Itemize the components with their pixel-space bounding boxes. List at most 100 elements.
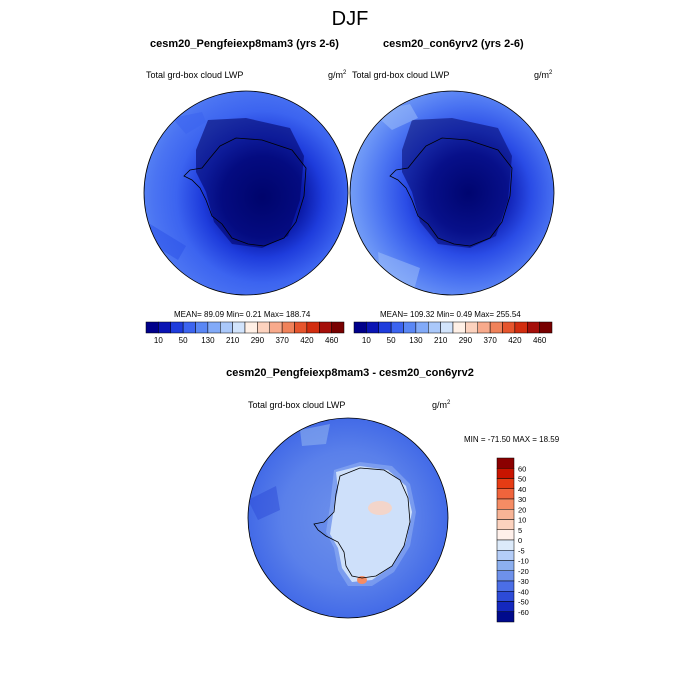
panel-2-colorbar-swatch [465,321,478,334]
panel-3-colorbar-swatch [496,580,515,592]
panel-3-colorbar-tick-label: -60 [518,608,529,617]
panel-2-units: g/m2 [534,70,553,80]
panel-2-colorbar-tick-label: 460 [533,336,547,345]
panel-2-map [349,90,555,296]
panel-1-colorbar-swatch [232,321,246,334]
panel-3-colorbar-tick-label: 20 [518,505,526,514]
panel-3-colorbar-tick-label: -50 [518,598,529,607]
panel-3-colorbar-swatch [496,570,515,582]
panel-2-colorbar-tick-label: 290 [459,336,473,345]
panel-2-colorbar-tick-label: 50 [387,336,396,345]
panel-1-colorbar-swatch [257,321,270,334]
panel-3-colorbar-swatch [496,468,515,479]
panel-1-colorbar-tick-label: 50 [179,336,188,345]
panel-2-colorbar-swatch [514,321,528,334]
panel-2-colorbar-swatch [428,321,441,334]
panel-3-stats: MIN = -71.50 MAX = 18.59 [464,435,560,444]
panel-3-colorbar-tick-label: 60 [518,464,526,473]
panel-3-colorbar-swatch [496,611,515,623]
panel-2-colorbar-swatch [403,321,417,334]
panel-1-colorbar-tick-label: 10 [154,336,163,345]
panel-2-colorbar-swatch [477,321,491,334]
panel-3-variable: Total grd-box cloud LWP [248,400,346,410]
panel-3-title: cesm20_Pengfeiexp8mam3 - cesm20_con6yrv2 [226,367,474,379]
panel-2-colorbar-tick-label: 10 [362,336,371,345]
panel-1-colorbar-swatch [195,321,209,334]
panel-2-colorbar-swatch [440,321,454,334]
panel-1-colorbar-swatch [158,321,171,334]
panel-2-colorbar-swatch [378,321,392,334]
panel-3-colorbar-swatch [496,550,515,561]
panel-1-colorbar-swatch [170,321,184,334]
panel-2-title: cesm20_con6yrv2 (yrs 2-6) [383,38,524,50]
panel-3-colorbar-tick-label: 0 [518,536,522,545]
panel-2-colorbar-tick-label: 210 [434,336,448,345]
panel-2-colorbar-swatch [527,321,540,334]
panel-3-colorbar-swatch [496,591,515,602]
panel-3-colorbar-swatch [496,560,515,571]
panel-3-antarctica-interior [330,466,412,582]
panel-1-colorbar-tick-label: 290 [251,336,265,345]
panel-2-coastline [389,137,513,247]
panel-3-colorbar-swatch [496,478,515,489]
panel-3-colorbar-tick-label: -5 [518,546,525,555]
panel-3-colorbar-swatch [496,539,515,551]
panel-2-colorbar-tick-label: 370 [483,336,497,345]
panel-3-colorbar-swatch [496,488,515,500]
panel-2-colorbar-swatch [415,321,429,334]
panel-2-colorbar-swatch [353,321,367,334]
panel-1-colorbar-swatch [319,321,332,334]
panel-1-colorbar: 10 50 130 210 290 370 420 460 [145,321,345,345]
panel-1-colorbar-tick-label: 420 [300,336,314,345]
panel-2-variable: Total grd-box cloud LWP [352,70,450,80]
panel-2-map-border [349,90,555,296]
panel-1-colorbar-swatch [269,321,283,334]
panel-3-colorbar-tick-label: -10 [518,557,529,566]
panel-3-map [247,417,449,619]
panel-2-antarctica-core [402,118,512,248]
panel-3-map-border [247,417,449,619]
panel-1-colorbar-swatch [331,321,345,334]
panel-2-colorbar: 10 50 130 210 290 370 420 460 [353,321,553,345]
panel-1-units: g/m2 [328,70,347,80]
panel-2-colorbar-swatch [390,321,404,334]
panel-1-colorbar-swatch [220,321,233,334]
panel-3-colorbar-swatch [496,519,515,530]
panel-3-colorbar-tick-label: -40 [518,587,529,596]
figure-title: DJF [331,8,369,30]
panel-3-colorbar-tick-label: 50 [518,475,526,484]
panel-1-colorbar-swatch [145,321,159,334]
panel-3-colorbar-tick-label: 40 [518,485,526,494]
panel-1-colorbar-swatch [294,321,308,334]
panel-3-colorbar-swatch [496,509,515,520]
panel-3-colorbar-tick-label: -30 [518,577,529,586]
panel-1-colorbar-swatch [207,321,221,334]
panel-2-colorbar-swatch [539,321,553,334]
panel-2-colorbar-swatch [366,321,379,334]
panel-3-colorbar-tick-label: 30 [518,495,526,504]
panel-1-colorbar-swatch [306,321,320,334]
panel-1-colorbar-swatch [244,321,258,334]
panel-3-colorbar-tick-label: -20 [518,567,529,576]
panel-1-antarctica-core [196,118,304,248]
panel-2-colorbar-swatch [452,321,466,334]
panel-2-colorbar-swatch [489,321,503,334]
panel-3-coastline [313,467,411,579]
panel-3-units: g/m2 [432,400,451,410]
panel-1-coastline [183,137,307,247]
panel-1-colorbar-swatch [281,321,295,334]
panel-1-variable: Total grd-box cloud LWP [146,70,244,80]
panel-3-colorbar-swatch [496,529,515,541]
panel-2-colorbar-tick-label: 420 [508,336,522,345]
panel-1-stats: MEAN= 89.09 Min= 0.21 Max= 188.74 [174,310,311,319]
panel-3-colorbar-swatch [496,601,515,612]
panel-3-colorbar-tick-label: 10 [518,516,526,525]
panel-1-map-border [143,90,349,296]
panel-3-colorbar-tick-label: 5 [518,526,522,535]
panel-1-colorbar-tick-label: 370 [275,336,289,345]
panel-2-colorbar-tick-label: 130 [409,336,423,345]
panel-1-title: cesm20_Pengfeiexp8mam3 (yrs 2-6) [150,38,339,50]
panel-1-colorbar-tick-label: 130 [201,336,215,345]
